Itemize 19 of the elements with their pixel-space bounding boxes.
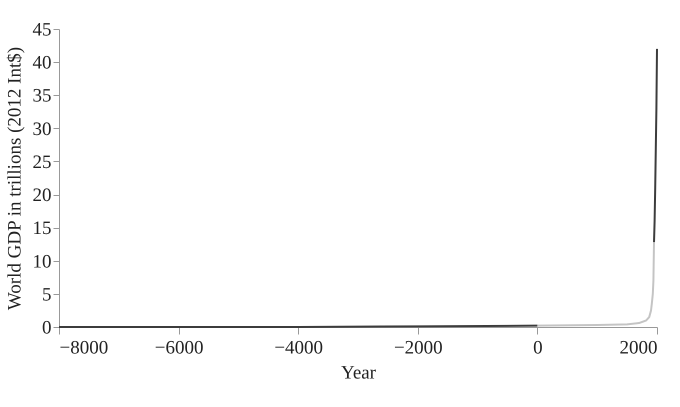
x-tick-label: −2000 (394, 338, 443, 358)
y-axis-title: World GDP in trillions (2012 Int$) (4, 46, 26, 310)
x-tick-label: −8000 (60, 338, 108, 358)
x-tick-label: 2000 (620, 338, 658, 358)
y-tick-label: 15 (32, 218, 52, 240)
y-tick-label: 30 (32, 118, 52, 140)
x-tick-label: −6000 (154, 338, 204, 358)
x-axis-title: Year (340, 362, 377, 384)
y-tick-label: 0 (42, 318, 52, 338)
y-tick-label: 20 (32, 185, 52, 206)
y-tick-label: 45 (32, 20, 52, 40)
y-tick-label: 40 (32, 52, 52, 74)
line-series (536, 241, 656, 327)
x-tick-label: −4000 (274, 338, 324, 358)
y-tick-label: 35 (32, 86, 52, 107)
y-tick-label: 10 (32, 251, 52, 272)
y-tick-label: 25 (32, 152, 52, 173)
y-tick-label: 5 (42, 284, 52, 306)
x-tick-label: 0 (533, 338, 543, 358)
